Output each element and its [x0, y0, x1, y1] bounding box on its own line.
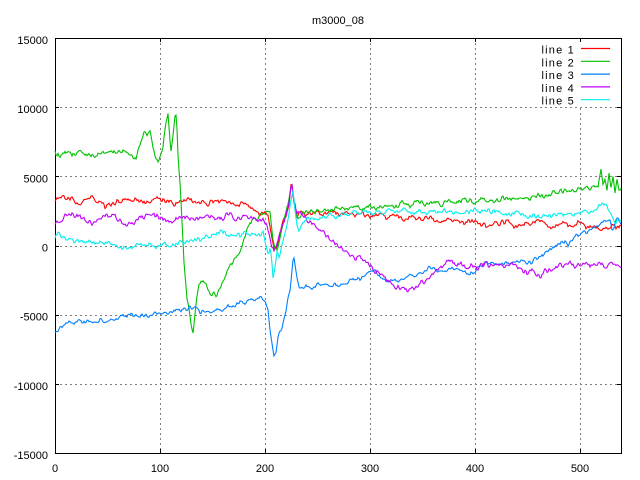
svg-text:400: 400: [466, 463, 484, 475]
svg-text:0: 0: [42, 243, 48, 255]
svg-text:100: 100: [151, 463, 169, 475]
svg-text:-15000: -15000: [14, 450, 48, 462]
svg-text:15000: 15000: [17, 35, 48, 47]
svg-text:0: 0: [52, 463, 58, 475]
svg-text:m3000_08: m3000_08: [312, 15, 364, 27]
svg-text:200: 200: [256, 463, 274, 475]
svg-text:5000: 5000: [24, 173, 48, 185]
svg-text:10000: 10000: [17, 104, 48, 116]
svg-text:500: 500: [571, 463, 589, 475]
svg-text:-5000: -5000: [20, 312, 48, 324]
svg-text:line 2: line 2: [542, 57, 576, 69]
svg-text:-10000: -10000: [14, 381, 48, 393]
svg-text:line 1: line 1: [542, 45, 576, 57]
svg-text:line 3: line 3: [542, 70, 576, 82]
svg-text:line 4: line 4: [542, 83, 576, 95]
svg-text:line 5: line 5: [542, 96, 576, 108]
svg-text:300: 300: [361, 463, 379, 475]
